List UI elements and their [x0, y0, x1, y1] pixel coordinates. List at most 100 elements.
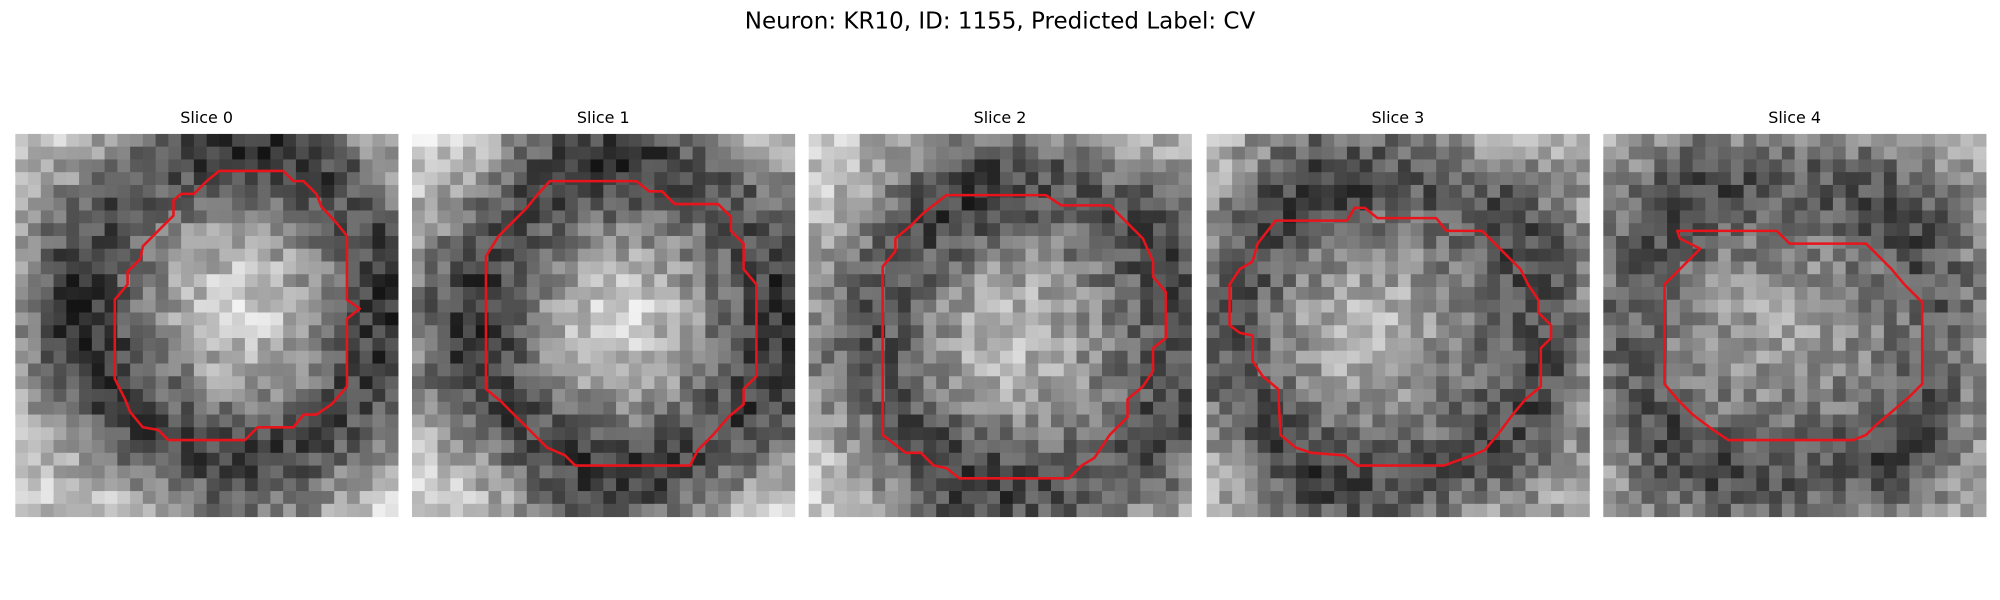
- pixel: [1654, 478, 1668, 492]
- pixel: [590, 452, 604, 467]
- pixel: [295, 248, 310, 262]
- pixel: [1960, 350, 1974, 365]
- pixel: [1641, 172, 1655, 186]
- pixel: [1334, 338, 1348, 352]
- pixel: [526, 146, 541, 160]
- pixel: [654, 478, 668, 492]
- pixel: [193, 159, 208, 173]
- pixel: [1871, 338, 1885, 352]
- pixel: [718, 491, 732, 505]
- pixel: [1616, 503, 1630, 518]
- pixel: [1616, 223, 1630, 237]
- pixel: [1769, 338, 1783, 352]
- pixel: [590, 197, 604, 211]
- pixel: [1025, 172, 1039, 186]
- pixel: [654, 146, 668, 160]
- pixel: [628, 274, 643, 288]
- pixel: [1076, 503, 1090, 518]
- pixel: [1603, 286, 1617, 301]
- pixel: [424, 363, 439, 377]
- pixel: [130, 350, 144, 365]
- pixel: [437, 235, 451, 250]
- pixel: [346, 338, 361, 352]
- pixel: [79, 440, 93, 454]
- pixel: [1372, 440, 1386, 454]
- pixel: [1448, 491, 1463, 505]
- pixel: [1283, 503, 1297, 518]
- pixel: [987, 389, 1001, 403]
- pixel: [1551, 133, 1565, 148]
- pixel: [1295, 376, 1310, 390]
- pixel: [1038, 133, 1052, 148]
- pixel: [910, 363, 924, 377]
- pixel: [424, 223, 439, 237]
- pixel: [1960, 248, 1974, 262]
- pixel: [1140, 452, 1154, 467]
- pixel: [104, 414, 118, 428]
- slice-image: [15, 133, 399, 518]
- pixel: [1909, 325, 1923, 339]
- pixel: [1063, 389, 1078, 403]
- pixel: [308, 312, 322, 326]
- pixel: [1102, 133, 1116, 148]
- pixel: [1858, 172, 1872, 186]
- pixel: [1934, 235, 1949, 250]
- pixel: [1769, 427, 1783, 441]
- pixel: [1127, 350, 1141, 365]
- pixel: [40, 452, 55, 467]
- pixel: [1667, 146, 1681, 160]
- pixel: [1038, 210, 1052, 224]
- pixel: [1436, 503, 1450, 518]
- pixel: [1563, 350, 1578, 365]
- pixel: [1909, 248, 1923, 262]
- pixel: [1206, 184, 1220, 199]
- pixel: [1909, 478, 1923, 492]
- pixel: [1076, 299, 1090, 314]
- pixel: [1102, 223, 1116, 237]
- pixel: [539, 146, 553, 160]
- pixel: [28, 261, 42, 275]
- pixel: [961, 427, 975, 441]
- pixel: [206, 350, 220, 365]
- pixel: [1283, 133, 1297, 148]
- pixel: [1551, 452, 1565, 467]
- pixel: [168, 503, 182, 518]
- pixel: [1616, 133, 1630, 148]
- pixel: [897, 286, 912, 301]
- pixel: [1705, 146, 1719, 160]
- pixel: [718, 350, 732, 365]
- pixel: [1232, 389, 1246, 403]
- pixel: [641, 223, 655, 237]
- pixel: [1359, 452, 1373, 467]
- pixel: [628, 286, 643, 301]
- pixel: [1718, 261, 1732, 275]
- pixel: [846, 261, 861, 275]
- pixel: [1781, 350, 1796, 365]
- pixel: [936, 414, 950, 428]
- pixel: [1334, 299, 1348, 314]
- pixel: [257, 184, 271, 199]
- pixel: [1474, 261, 1488, 275]
- pixel: [948, 261, 963, 275]
- pixel: [1321, 172, 1335, 186]
- pixel: [526, 452, 541, 467]
- pixel: [1232, 312, 1246, 326]
- pixel: [1295, 197, 1310, 211]
- pixel: [641, 350, 655, 365]
- pixel: [1909, 401, 1923, 416]
- pixel: [526, 414, 541, 428]
- pixel: [193, 478, 208, 492]
- pixel: [1012, 465, 1027, 479]
- pixel: [1114, 401, 1129, 416]
- pixel: [718, 172, 732, 186]
- pixel: [821, 363, 835, 377]
- pixel: [821, 286, 835, 301]
- pixel: [321, 478, 335, 492]
- pixel: [463, 427, 477, 441]
- pixel: [257, 350, 271, 365]
- pixel: [385, 427, 399, 441]
- pixel: [781, 146, 796, 160]
- pixel: [1883, 389, 1898, 403]
- pixel: [1127, 376, 1141, 390]
- pixel: [1295, 401, 1310, 416]
